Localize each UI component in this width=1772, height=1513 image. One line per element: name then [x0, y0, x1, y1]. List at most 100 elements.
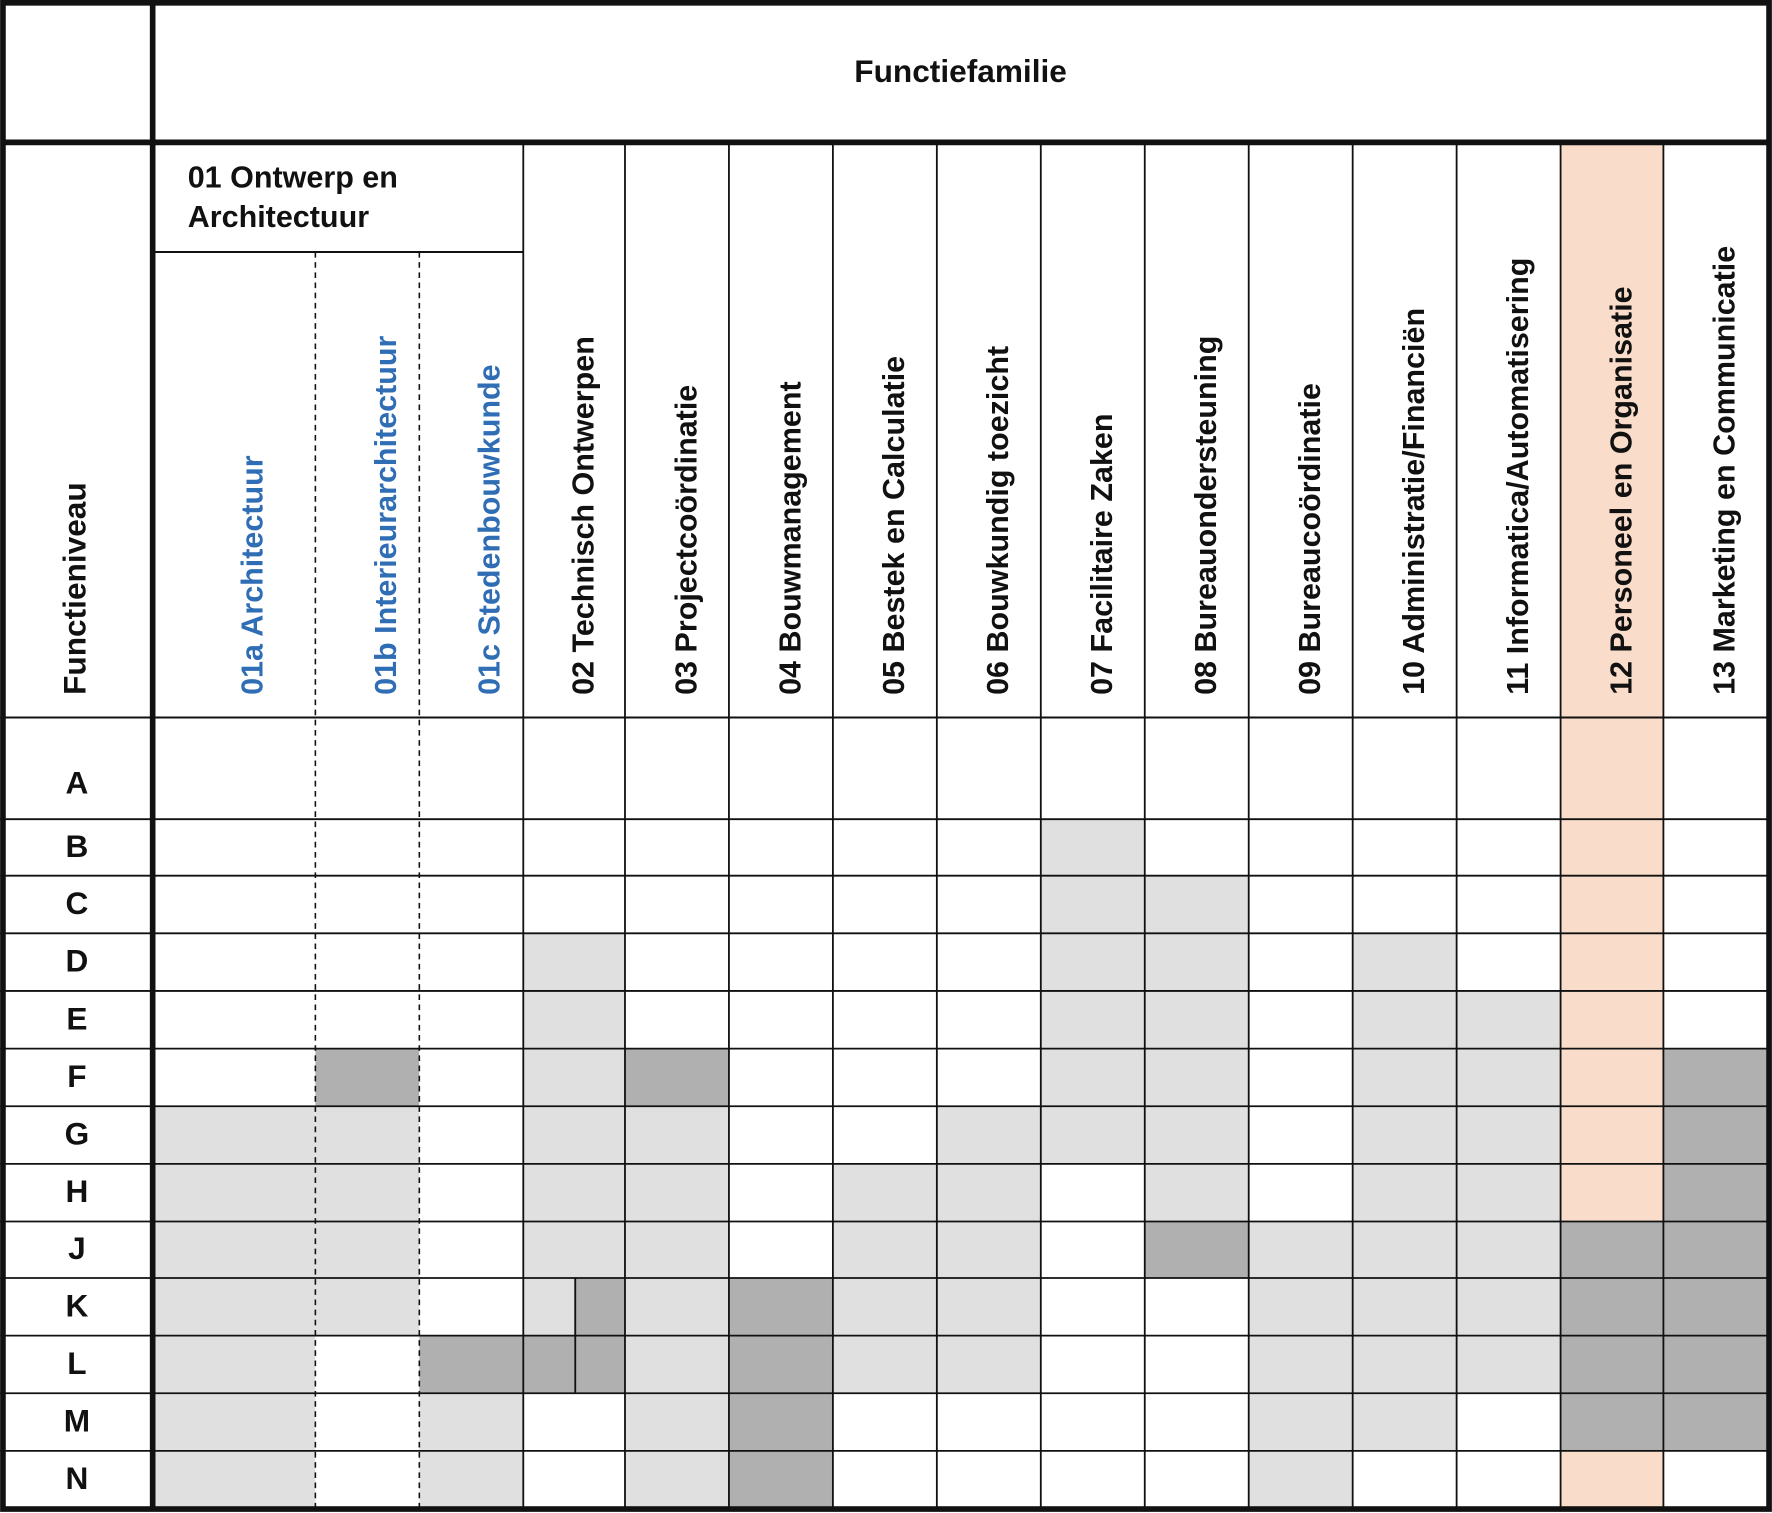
cell	[574, 1277, 625, 1336]
cell	[523, 1048, 625, 1107]
cell	[1456, 990, 1561, 1049]
cell	[936, 717, 1041, 820]
cell	[1352, 819, 1457, 876]
cell	[419, 990, 524, 1049]
cell	[1560, 990, 1664, 1049]
cell	[523, 1106, 625, 1164]
cell	[523, 819, 625, 876]
cell	[419, 1221, 524, 1278]
cell	[728, 1450, 833, 1509]
cell	[1144, 875, 1249, 934]
cell	[1560, 1106, 1664, 1164]
cell	[1663, 1277, 1768, 1336]
column-label: 04 Bouwmanagement	[773, 381, 807, 695]
cell	[1040, 1163, 1145, 1222]
cell	[624, 819, 729, 876]
cell	[152, 990, 316, 1049]
cell	[1040, 875, 1145, 934]
cell	[624, 1221, 729, 1278]
cell	[1456, 1335, 1561, 1394]
cell	[419, 819, 524, 876]
column-label: 06 Bouwkundig toezicht	[981, 346, 1015, 695]
cell	[315, 1335, 420, 1394]
cell	[1248, 1450, 1353, 1509]
cell	[1663, 1335, 1768, 1394]
cell	[1663, 1450, 1768, 1509]
cell	[1352, 933, 1457, 991]
cell	[152, 1450, 316, 1509]
cell	[832, 1106, 937, 1164]
cell	[1144, 1393, 1249, 1451]
cell	[1663, 1163, 1768, 1222]
cell	[1456, 1277, 1561, 1336]
cell	[624, 717, 729, 820]
group-label: 01 Ontwerp en Architectuur	[187, 160, 398, 234]
cell	[523, 717, 625, 820]
cell	[1248, 875, 1353, 934]
cell	[315, 1163, 420, 1222]
cell	[1456, 1048, 1561, 1107]
cell	[315, 1393, 420, 1451]
cell	[1560, 1335, 1664, 1394]
cell	[1560, 1393, 1664, 1451]
cell	[832, 1335, 937, 1394]
cell	[1663, 990, 1768, 1049]
cell	[936, 990, 1041, 1049]
cell	[1352, 1106, 1457, 1164]
cell	[1040, 1450, 1145, 1509]
cell	[523, 990, 625, 1049]
cell	[1560, 819, 1664, 876]
cell	[523, 1335, 625, 1394]
cell	[1248, 1048, 1353, 1107]
row-header: Functieniveau	[56, 482, 92, 695]
cell	[315, 1277, 420, 1336]
cell	[1248, 819, 1353, 876]
cell	[523, 1393, 625, 1451]
cell	[1248, 1221, 1353, 1278]
cell	[1352, 1393, 1457, 1451]
cell	[728, 1106, 833, 1164]
cell	[1560, 1163, 1664, 1222]
cell	[1248, 990, 1353, 1049]
cell	[1663, 717, 1768, 820]
cell	[523, 1163, 625, 1222]
cell	[419, 1163, 524, 1222]
row-label: F	[67, 1058, 86, 1094]
cell	[152, 717, 316, 820]
cell	[624, 1106, 729, 1164]
row-label: E	[66, 1000, 87, 1036]
row-label: J	[68, 1230, 86, 1266]
cell	[1040, 933, 1145, 991]
cell	[1352, 990, 1457, 1049]
cell	[1040, 1335, 1145, 1394]
column-label: 13 Marketing en Communicatie	[1708, 246, 1742, 695]
cell	[1248, 1335, 1353, 1394]
cell	[624, 1277, 729, 1336]
cell	[624, 990, 729, 1049]
column-label: 07 Facilitaire Zaken	[1085, 413, 1119, 694]
cell	[1352, 1277, 1457, 1336]
cell	[832, 717, 937, 820]
cell	[1144, 1048, 1249, 1107]
row-label: L	[67, 1345, 86, 1381]
cell	[728, 1048, 833, 1107]
cell	[728, 1221, 833, 1278]
cell	[152, 1106, 316, 1164]
cell	[624, 1048, 729, 1107]
row-label: B	[66, 828, 89, 864]
cell	[1560, 1450, 1664, 1509]
cell	[832, 990, 937, 1049]
row-label: N	[66, 1460, 89, 1496]
cell	[832, 1048, 937, 1107]
cell	[832, 819, 937, 876]
cell	[523, 1221, 625, 1278]
row-label: G	[65, 1116, 90, 1152]
cell	[419, 1277, 524, 1336]
column-label: 05 Bestek en Calculatie	[877, 356, 911, 695]
cell	[419, 1106, 524, 1164]
highlight-column	[1560, 142, 1664, 718]
title: Functiefamilie	[854, 53, 1067, 89]
cell	[1144, 717, 1249, 820]
column-label: 11 Informatica/Automatisering	[1501, 258, 1535, 695]
cell	[152, 1048, 316, 1107]
